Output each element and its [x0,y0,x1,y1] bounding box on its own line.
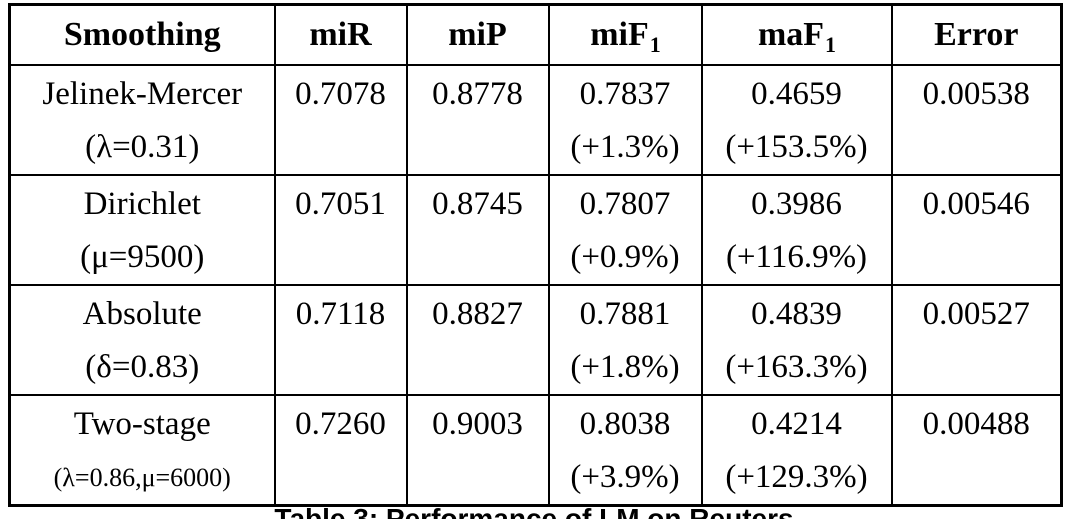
miF1-cell: 0.7837 (+1.3%) [547,64,703,176]
method-params: (λ=0.86,μ=6000) [53,463,231,492]
header-subscript: 1 [649,32,661,57]
miF1-cell: 0.8038 (+3.9%) [547,394,703,507]
maF1-value: 0.4214 [751,406,842,442]
miR-cell: 0.7078 [273,64,408,176]
miR-value: 0.7078 [295,76,386,112]
method-cell: Dirichlet (μ=9500) [8,174,276,286]
method-params: (λ=0.31) [85,129,200,165]
column-header-miR: miR [273,3,408,66]
miR-value: 0.7051 [295,186,386,222]
table-row-jelinek-mercer: Jelinek-Mercer (λ=0.31) 0.7078 0.8778 0.… [8,64,1063,176]
maF1-change: (+116.9%) [725,239,868,275]
header-label: maF [757,16,825,53]
maF1-cell: 0.4659 (+153.5%) [700,64,893,176]
miF1-change: (+1.8%) [570,349,680,385]
maF1-change: (+163.3%) [725,349,868,385]
method-params: (δ=0.83) [85,349,200,385]
miF1-value: 0.7807 [579,186,671,222]
maF1-cell: 0.4214 (+129.3%) [700,394,893,507]
maF1-cell: 0.3986 (+116.9%) [700,174,893,286]
miP-value: 0.8778 [432,76,523,112]
header-label: Smoothing [63,16,221,53]
column-header-error: Error [890,3,1063,66]
method-name: Dirichlet [83,186,201,222]
maF1-change: (+153.5%) [725,129,868,165]
column-header-smoothing: Smoothing [8,3,276,66]
error-cell: 0.00488 [890,394,1063,507]
miP-cell: 0.8778 [405,64,550,176]
miR-value: 0.7260 [295,406,386,442]
miF1-value: 0.7837 [579,76,671,112]
maF1-change: (+129.3%) [725,459,868,495]
miF1-value: 0.8038 [579,406,671,442]
miP-cell: 0.8827 [405,284,550,396]
maF1-value: 0.4659 [751,76,842,112]
header-label: miR [309,16,372,53]
smoothing-results-table: Smoothing miR miP miF1 maF1 Error Jeline… [8,3,1063,507]
column-header-miP: miP [405,3,550,66]
header-label: miP [448,16,507,53]
miP-cell: 0.8745 [405,174,550,286]
table-row-dirichlet: Dirichlet (μ=9500) 0.7051 0.8745 0.7807 … [8,174,1063,286]
miF1-cell: 0.7807 (+0.9%) [547,174,703,286]
error-value: 0.00488 [922,406,1030,442]
method-name: Jelinek-Mercer [42,76,243,112]
column-header-maF1: maF1 [700,3,893,66]
header-label: Error [934,16,1019,53]
miF1-cell: 0.7881 (+1.8%) [547,284,703,396]
error-value: 0.00546 [922,186,1030,222]
method-name: Absolute [82,296,202,332]
miP-cell: 0.9003 [405,394,550,507]
header-row: Smoothing miR miP miF1 maF1 Error [8,3,1063,66]
table-row-two-stage: Two-stage (λ=0.86,μ=6000) 0.7260 0.9003 … [8,394,1063,507]
header-subscript: 1 [825,32,837,57]
table-row-absolute: Absolute (δ=0.83) 0.7118 0.8827 0.7881 (… [8,284,1063,396]
miR-cell: 0.7118 [273,284,408,396]
miR-cell: 0.7260 [273,394,408,507]
miR-value: 0.7118 [295,296,386,332]
method-cell: Absolute (δ=0.83) [8,284,276,396]
method-name: Two-stage [73,406,211,442]
miP-value: 0.9003 [432,406,523,442]
header-label: miF [590,16,649,53]
error-value: 0.00538 [922,76,1030,112]
miF1-change: (+1.3%) [570,129,680,165]
table-caption: Table 3: Performance of LM on Reuters [274,503,794,519]
column-header-miF1: miF1 [547,3,703,66]
miR-cell: 0.7051 [273,174,408,286]
miF1-change: (+3.9%) [570,459,680,495]
maF1-value: 0.4839 [751,296,842,332]
maF1-value: 0.3986 [751,186,842,222]
miP-value: 0.8745 [432,186,523,222]
miF1-change: (+0.9%) [570,239,680,275]
error-cell: 0.00546 [890,174,1063,286]
method-cell: Two-stage (λ=0.86,μ=6000) [8,394,276,507]
method-cell: Jelinek-Mercer (λ=0.31) [8,64,276,176]
method-params: (μ=9500) [80,239,205,275]
maF1-cell: 0.4839 (+163.3%) [700,284,893,396]
error-value: 0.00527 [922,296,1030,332]
error-cell: 0.00527 [890,284,1063,396]
error-cell: 0.00538 [890,64,1063,176]
miF1-value: 0.7881 [579,296,671,332]
miP-value: 0.8827 [432,296,523,332]
